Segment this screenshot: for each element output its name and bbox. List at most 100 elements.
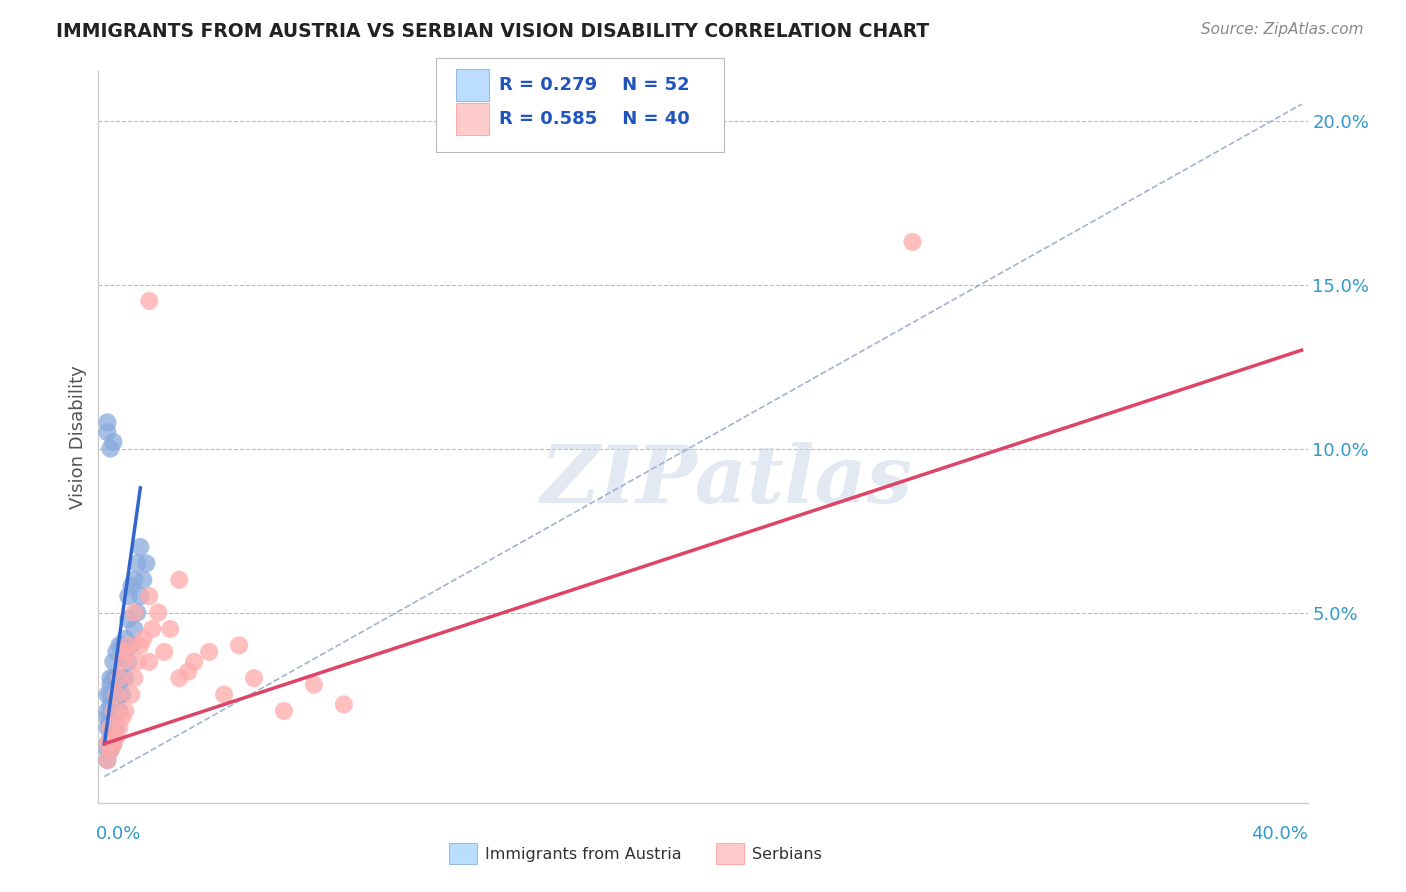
Point xyxy=(111,671,134,685)
Point xyxy=(167,573,190,587)
Point xyxy=(108,704,131,718)
Point xyxy=(105,645,128,659)
Point xyxy=(100,678,122,692)
Point xyxy=(105,688,128,702)
Text: Serbians: Serbians xyxy=(752,847,823,862)
Point xyxy=(138,655,160,669)
Point xyxy=(132,573,155,587)
Point xyxy=(100,671,122,685)
Point xyxy=(103,737,125,751)
Point xyxy=(333,698,356,712)
Point xyxy=(124,606,146,620)
Point xyxy=(103,671,125,685)
Point xyxy=(117,638,139,652)
Point xyxy=(96,737,118,751)
Point xyxy=(103,737,125,751)
Text: Source: ZipAtlas.com: Source: ZipAtlas.com xyxy=(1201,22,1364,37)
Point xyxy=(103,655,125,669)
Point xyxy=(127,557,149,571)
Point xyxy=(302,678,325,692)
Text: IMMIGRANTS FROM AUSTRIA VS SERBIAN VISION DISABILITY CORRELATION CHART: IMMIGRANTS FROM AUSTRIA VS SERBIAN VISIO… xyxy=(56,22,929,41)
Point xyxy=(96,710,118,724)
Point xyxy=(129,638,152,652)
Point xyxy=(120,638,142,652)
Point xyxy=(117,655,139,669)
Point xyxy=(105,720,128,734)
Point xyxy=(100,720,122,734)
Point xyxy=(117,589,139,603)
Point xyxy=(127,655,149,669)
Point xyxy=(114,632,136,646)
Y-axis label: Vision Disability: Vision Disability xyxy=(69,365,87,509)
Point xyxy=(167,671,190,685)
Point xyxy=(100,720,122,734)
Text: 0.0%: 0.0% xyxy=(96,825,141,843)
Point xyxy=(103,720,125,734)
Point xyxy=(114,671,136,685)
Point xyxy=(96,737,118,751)
Point xyxy=(129,589,152,603)
Point xyxy=(96,425,118,439)
Text: R = 0.585    N = 40: R = 0.585 N = 40 xyxy=(499,110,690,128)
Point xyxy=(100,730,122,744)
Point xyxy=(103,435,125,450)
Point xyxy=(111,710,134,724)
Point xyxy=(124,671,146,685)
Point xyxy=(105,671,128,685)
Point xyxy=(100,710,122,724)
Point xyxy=(117,612,139,626)
Point xyxy=(100,743,122,757)
Point xyxy=(96,704,118,718)
Point xyxy=(159,622,181,636)
Point xyxy=(108,671,131,685)
Point xyxy=(108,671,131,685)
Text: ZIPatlas: ZIPatlas xyxy=(541,442,914,520)
Point xyxy=(212,688,235,702)
Point xyxy=(127,606,149,620)
Point xyxy=(103,710,125,724)
Point xyxy=(96,688,118,702)
Point xyxy=(105,688,128,702)
Point xyxy=(120,579,142,593)
Point xyxy=(124,622,146,636)
Point xyxy=(183,655,205,669)
Point xyxy=(108,638,131,652)
Point xyxy=(141,622,163,636)
Point xyxy=(103,698,125,712)
Point xyxy=(100,743,122,757)
Point xyxy=(273,704,295,718)
Point xyxy=(108,688,131,702)
Point xyxy=(96,415,118,429)
Point xyxy=(111,638,134,652)
Point xyxy=(228,638,250,652)
Point xyxy=(100,688,122,702)
Point xyxy=(111,688,134,702)
Point xyxy=(198,645,221,659)
Point xyxy=(138,293,160,308)
Point xyxy=(96,753,118,767)
Point xyxy=(100,698,122,712)
Point xyxy=(96,720,118,734)
Point xyxy=(124,573,146,587)
Point xyxy=(138,589,160,603)
Point xyxy=(148,606,170,620)
Text: 40.0%: 40.0% xyxy=(1251,825,1308,843)
Point xyxy=(243,671,266,685)
Text: Immigrants from Austria: Immigrants from Austria xyxy=(485,847,682,862)
Point xyxy=(120,688,142,702)
Point xyxy=(103,704,125,718)
Point xyxy=(96,753,118,767)
Point xyxy=(901,235,924,249)
Point xyxy=(105,704,128,718)
Text: R = 0.279    N = 52: R = 0.279 N = 52 xyxy=(499,76,690,94)
Point xyxy=(129,540,152,554)
Point xyxy=(111,655,134,669)
Point xyxy=(105,730,128,744)
Point xyxy=(114,645,136,659)
Point xyxy=(108,720,131,734)
Point xyxy=(100,442,122,456)
Point xyxy=(132,632,155,646)
Point xyxy=(114,704,136,718)
Point xyxy=(153,645,176,659)
Point xyxy=(96,743,118,757)
